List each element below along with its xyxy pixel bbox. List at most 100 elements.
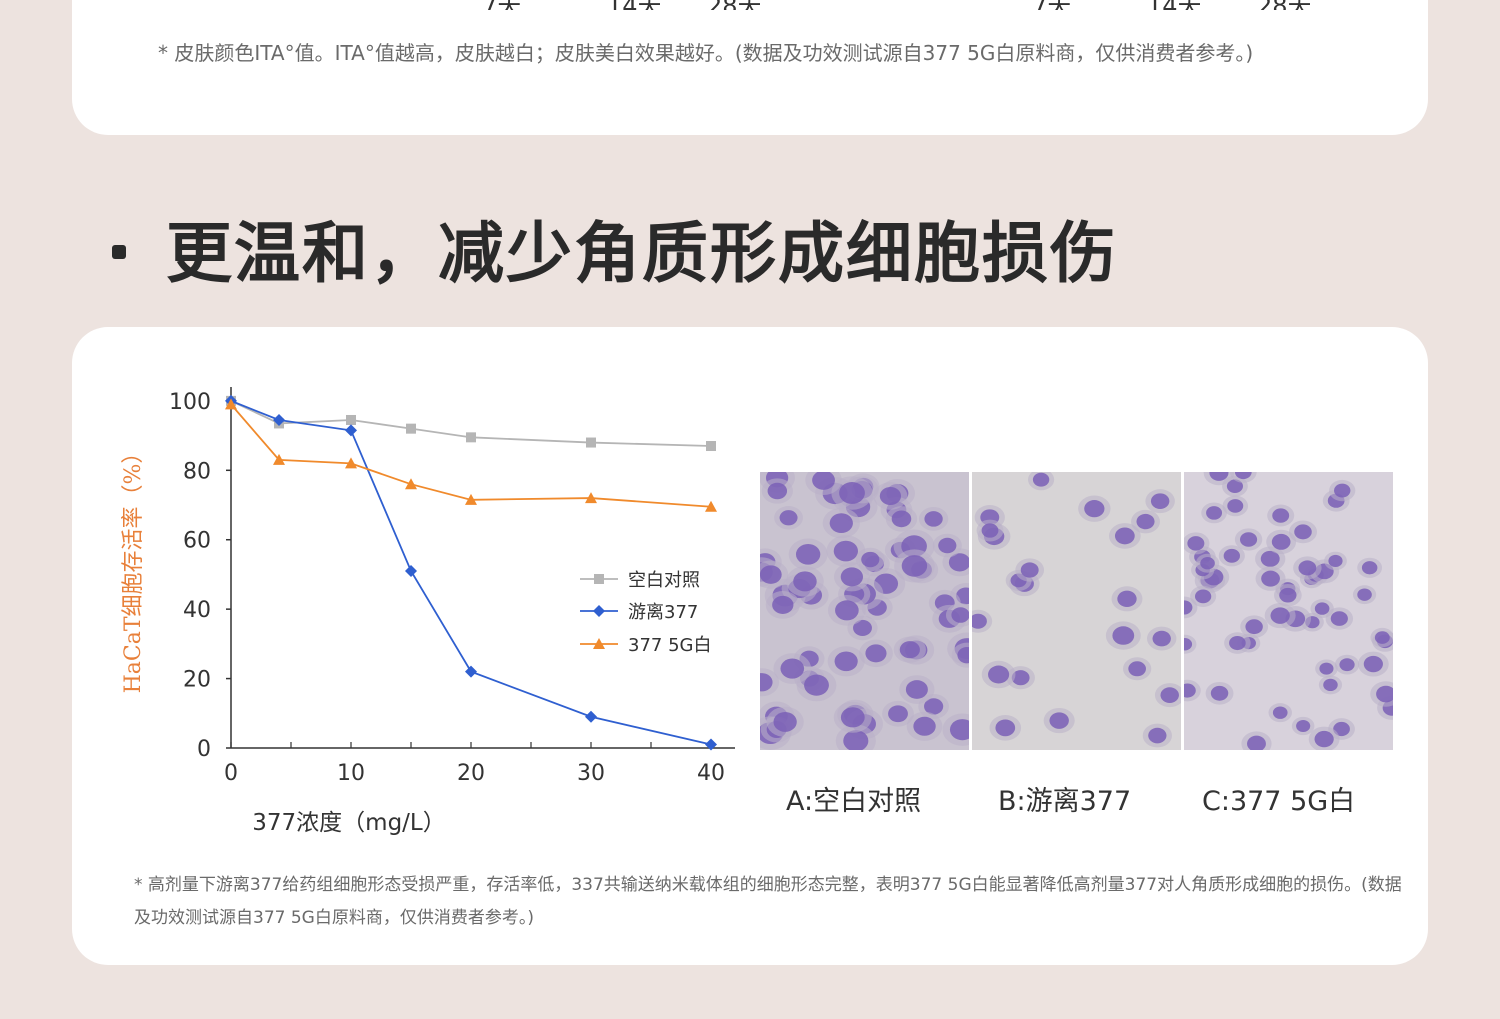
data-point <box>405 478 417 490</box>
cell-nucleus <box>951 607 969 623</box>
cell-nucleus <box>812 472 835 490</box>
cell-nucleus <box>1117 590 1137 608</box>
cell-nucleus <box>995 719 1016 737</box>
cell-nucleus <box>1209 472 1229 481</box>
data-point <box>346 414 356 425</box>
y-tick-label: 20 <box>183 668 211 693</box>
micrograph-image <box>760 472 969 750</box>
micrograph-c <box>1184 472 1393 750</box>
data-point <box>705 738 717 751</box>
cell-nucleus <box>1247 735 1266 750</box>
cell-nucleus <box>767 482 788 500</box>
cut-cell: 7天 <box>482 0 521 10</box>
cell-nucleus <box>924 511 943 527</box>
data-point <box>466 432 476 443</box>
micrograph-label: C:377 5G白 <box>1202 786 1356 817</box>
cell-nucleus <box>1152 630 1171 647</box>
cell-nucleus <box>1112 626 1135 645</box>
micrograph-a <box>760 472 969 750</box>
cell-nucleus <box>795 543 821 565</box>
cell-nucleus <box>861 551 880 568</box>
cell-nucleus <box>949 719 969 741</box>
legend-label: 空白对照 <box>628 570 700 591</box>
cell-nucleus <box>981 523 999 538</box>
chart-card: 0 20 40 60 80 100 0 10 20 30 40 377浓度（mg/L） HaCaT细胞存… <box>72 327 1428 965</box>
legend-marker <box>594 574 604 584</box>
cell-nucleus <box>1239 532 1258 547</box>
data-point <box>225 398 237 410</box>
cell-nucleus <box>879 486 902 506</box>
data-point <box>586 437 596 448</box>
x-axis-title: 377浓度（mg/L） <box>252 810 445 836</box>
cell-nucleus <box>1148 727 1167 744</box>
cell-nucleus <box>1128 661 1146 677</box>
cut-cell: 14天 <box>1147 0 1202 10</box>
cell-nucleus <box>833 540 858 562</box>
legend-marker <box>593 638 605 649</box>
cell-nucleus <box>924 698 944 715</box>
micrograph-image <box>1184 472 1393 750</box>
micrograph-b <box>972 472 1181 750</box>
cell-nucleus <box>760 673 773 692</box>
cell-nucleus <box>1314 602 1330 615</box>
cell-nucleus <box>772 595 794 614</box>
cell-nucleus <box>1333 721 1350 737</box>
legend-marker <box>593 605 605 617</box>
micrograph-label: B:游离377 <box>998 786 1132 817</box>
cell-nucleus <box>1334 483 1351 498</box>
data-point <box>405 564 417 577</box>
cell-nucleus <box>1229 635 1246 651</box>
data-point <box>706 441 716 452</box>
bullet-icon <box>112 244 126 259</box>
cell-nucleus <box>840 707 865 728</box>
cell-nucleus <box>835 600 859 621</box>
cell-nucleus <box>1032 472 1050 487</box>
cell-nucleus <box>1328 554 1343 567</box>
cell-nucleus <box>1227 499 1244 513</box>
cell-nucleus <box>1374 631 1390 644</box>
cell-nucleus <box>1245 619 1263 635</box>
cell-nucleus <box>901 555 928 577</box>
cell-nucleus <box>1160 687 1179 703</box>
section-heading-text: 更温和，减少角质形成细胞损伤 <box>166 215 1118 292</box>
cut-cell: 28天 <box>1257 0 1312 10</box>
cell-nucleus <box>1279 587 1297 603</box>
top-card: 7天 14天 28天 7天 14天 28天 * 皮肤颜色ITA°值。ITA°值越… <box>72 0 1428 135</box>
cell-nucleus <box>780 658 805 679</box>
y-tick-label: 40 <box>183 598 211 623</box>
cell-nucleus <box>972 613 987 629</box>
cell-nucleus <box>1271 533 1291 550</box>
cell-nucleus <box>1187 536 1205 551</box>
data-point <box>345 457 357 469</box>
y-tick-label: 60 <box>183 529 211 554</box>
cell-nucleus <box>1206 506 1223 520</box>
cell-nucleus <box>1361 561 1378 575</box>
cell-nucleus <box>1270 607 1290 624</box>
x-tick-label: 20 <box>457 761 485 786</box>
data-point <box>585 710 597 723</box>
cell-nucleus <box>1376 685 1393 703</box>
cell-nucleus <box>773 712 797 732</box>
cell-nucleus <box>1357 588 1372 601</box>
cut-cell: 28天 <box>707 0 762 10</box>
cell-nucleus <box>853 619 872 636</box>
cut-cell: 7天 <box>1032 0 1071 10</box>
cell-nucleus <box>1294 524 1312 540</box>
cell-nucleus <box>793 571 817 592</box>
cell-nucleus <box>1194 589 1212 604</box>
survival-chart: 0 20 40 60 80 100 0 10 20 30 40 377浓度（mg/L） HaCaT细胞存… <box>121 387 735 836</box>
cell-nucleus <box>1114 527 1135 545</box>
cell-nucleus <box>1020 562 1039 578</box>
cell-nucleus <box>1223 548 1240 563</box>
micrograph-label: A:空白对照 <box>786 786 922 817</box>
cell-nucleus <box>1234 472 1252 480</box>
cell-nucleus <box>839 482 865 504</box>
cell-nucleus <box>1272 706 1288 719</box>
cell-nucleus <box>804 674 829 696</box>
cell-nucleus <box>888 705 908 723</box>
data-point <box>585 492 597 504</box>
cell-nucleus <box>891 510 912 528</box>
cell-nucleus <box>834 651 858 672</box>
cell-nucleus <box>1150 493 1170 509</box>
cell-nucleus <box>760 565 782 584</box>
